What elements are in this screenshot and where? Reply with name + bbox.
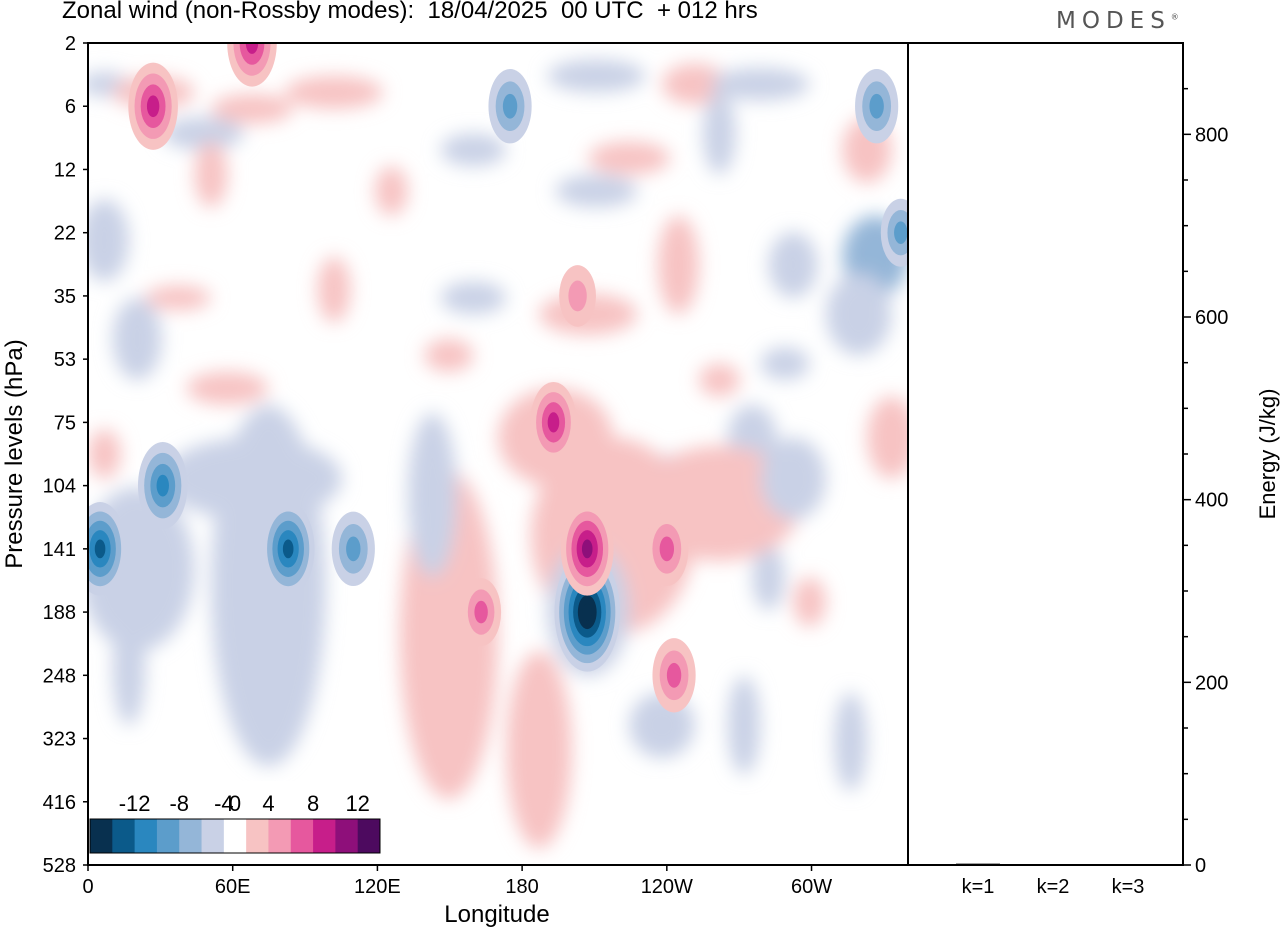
- pressure-tick-label: 53: [54, 349, 76, 371]
- wind-feature: [331, 511, 375, 587]
- pressure-tick-label: 323: [43, 729, 76, 751]
- colorbar-swatch: [290, 819, 314, 853]
- longitude-axis-label: Longitude: [444, 901, 549, 928]
- colorbar-label: -12: [119, 791, 151, 816]
- colorbar-label: 4: [262, 791, 274, 816]
- logo-registered-mark: ®: [1170, 12, 1179, 22]
- colorbar-swatch: [134, 819, 158, 853]
- colorbar-label: 12: [345, 791, 369, 816]
- pressure-tick-label: 416: [43, 792, 76, 814]
- colorbar-swatch: [357, 819, 381, 853]
- energy-plot-frame: [907, 42, 1184, 866]
- pressure-tick-label: 22: [54, 223, 76, 245]
- wavenumber-tick-label: k=3: [1112, 876, 1145, 898]
- energy-axis-label: Energy (J/kg): [1255, 389, 1280, 520]
- longitude-tick-label: 60W: [791, 876, 832, 898]
- colorbar-swatch: [268, 819, 292, 853]
- colorbar-label: -4: [214, 791, 234, 816]
- energy-bar: [956, 863, 1000, 866]
- energy-bar: [1106, 864, 1150, 866]
- longitude-tick-label: 120W: [641, 876, 693, 898]
- colorbar-label: 8: [307, 791, 319, 816]
- energy-tick-label: 600: [1195, 307, 1228, 329]
- pressure-tick-label: 188: [43, 602, 76, 624]
- energy-tick-label: 400: [1195, 490, 1228, 512]
- wavenumber-axis: k=1 k=2 k=3: [962, 876, 1145, 898]
- colorbar-swatch: [246, 819, 269, 853]
- colorbar-label: -8: [169, 791, 189, 816]
- pressure-axis-label: Pressure levels (hPa): [1, 339, 28, 568]
- wind-feature: [261, 502, 315, 596]
- wavenumber-tick-label: k=2: [1037, 876, 1070, 898]
- energy-tick-label: 800: [1195, 124, 1228, 146]
- energy-tick-label: 200: [1195, 672, 1228, 694]
- colorbar-swatch: [313, 819, 336, 853]
- wind-field: [88, 43, 908, 849]
- pressure-tick-label: 141: [43, 539, 76, 561]
- wind-feature: [652, 638, 696, 713]
- wind-feature: [461, 578, 502, 647]
- colorbar-swatch: [201, 819, 225, 853]
- pressure-tick-label: 35: [54, 286, 76, 308]
- modes-logo: MODES®: [1056, 8, 1179, 34]
- longitude-tick-label: 0: [82, 876, 93, 898]
- longitude-tick-label: 180: [505, 876, 538, 898]
- pressure-axis: 2 6 12 22 35 53 75 104 141 188 248 323 416 528: [43, 33, 88, 877]
- pressure-tick-label: 248: [43, 665, 76, 687]
- wind-feature: [530, 381, 577, 463]
- longitude-tick-label: 60E: [215, 876, 251, 898]
- pressure-tick-label: 75: [54, 412, 76, 434]
- wind-feature: [559, 265, 596, 327]
- longitude-tick-label: 120E: [354, 876, 401, 898]
- wind-feature: [137, 442, 188, 530]
- energy-axis: 0 200 400 600 800: [1183, 87, 1228, 877]
- energy-tick-label: 0: [1195, 855, 1206, 877]
- pressure-tick-label: 12: [54, 159, 76, 181]
- wavenumber-tick-label: k=1: [962, 876, 995, 898]
- energy-bar: [1031, 864, 1075, 866]
- wind-feature: [645, 511, 689, 587]
- wind-feature: [227, 43, 277, 87]
- pressure-tick-label: 6: [65, 96, 76, 118]
- pressure-tick-label: 528: [43, 855, 76, 877]
- colorbar-swatch: [335, 819, 359, 853]
- colorbar: -12 -8 -40 4 8 12: [88, 781, 382, 855]
- wind-feature: [560, 502, 614, 596]
- logo-text: MODES: [1056, 8, 1171, 34]
- colorbar-swatch: [179, 819, 203, 853]
- wind-feature: [128, 62, 178, 150]
- colorbar-label: 0: [229, 791, 241, 816]
- longitude-axis: 0 60E 120E 180 120W 60W: [82, 865, 832, 898]
- colorbar-swatch: [112, 819, 136, 853]
- wind-feature: [488, 69, 532, 144]
- colorbar-swatch: [223, 819, 247, 853]
- wind-feature: [88, 502, 127, 596]
- wind-feature: [855, 69, 899, 144]
- colorbar-swatch: [90, 819, 113, 853]
- colorbar-swatch: [156, 819, 180, 853]
- chart-title: Zonal wind (non-Rossby modes): 18/04/202…: [62, 0, 758, 24]
- energy-bars: [956, 863, 1150, 866]
- wind-feature: [880, 198, 908, 267]
- pressure-tick-label: 104: [43, 476, 76, 498]
- pressure-tick-label: 2: [65, 33, 76, 55]
